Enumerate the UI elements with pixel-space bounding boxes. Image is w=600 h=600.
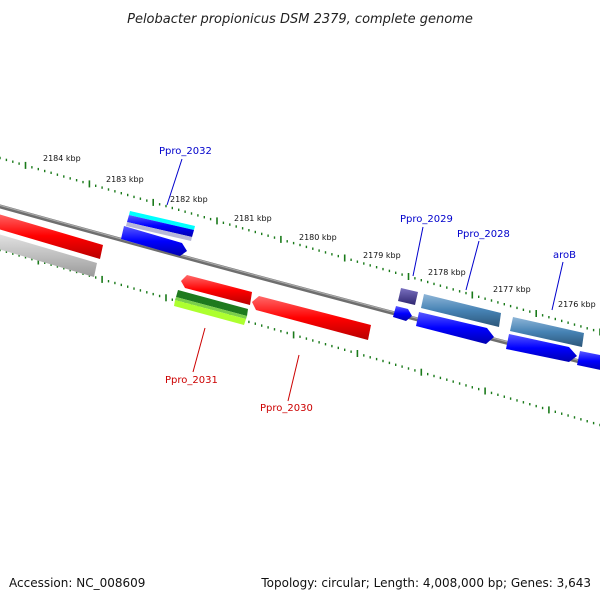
gene-label-ppro-2030[interactable]: Ppro_2030 <box>260 403 313 414</box>
tick-label-2182: 2182 kbp <box>170 195 208 204</box>
tick-label-2180: 2180 kbp <box>299 233 337 242</box>
gene-blue-right-edge[interactable] <box>577 351 600 371</box>
gene-label-arob[interactable]: aroB <box>553 250 576 261</box>
outer-tick-track <box>0 156 600 336</box>
tick-label-2176: 2176 kbp <box>558 300 596 309</box>
gene-steel-arob[interactable] <box>510 317 584 347</box>
gene-label-ppro-2032[interactable]: Ppro_2032 <box>159 146 212 157</box>
leader-ppro-2031 <box>192 327 206 373</box>
gene-blue-arrow-ppro-2032[interactable] <box>121 226 187 256</box>
tick-label-2177: 2177 kbp <box>493 285 531 294</box>
leader-ppro-2029 <box>412 226 424 277</box>
gene-red-ppro-2031[interactable] <box>181 275 252 305</box>
gene-label-ppro-2031[interactable]: Ppro_2031 <box>165 375 218 386</box>
leader-arob <box>551 261 564 311</box>
accession-text: Accession: NC_008609 <box>9 576 145 590</box>
gene-red-ppro-2030[interactable] <box>252 296 371 340</box>
tick-label-2184: 2184 kbp <box>43 154 81 163</box>
tick-label-2183: 2183 kbp <box>106 175 144 184</box>
gene-green-ppro-2031[interactable] <box>176 290 248 316</box>
leader-ppro-2030 <box>287 354 300 402</box>
gene-slate-ppro-2029[interactable] <box>398 288 418 305</box>
tick-labels: 2184 kbp 2183 kbp 2182 kbp 2181 kbp 2180… <box>43 154 596 309</box>
gene-label-ppro-2028[interactable]: Ppro_2028 <box>457 229 510 240</box>
gene-steel-ppro-2028[interactable] <box>421 294 501 327</box>
gene-red-left[interactable] <box>0 213 103 259</box>
gene-blue-ppro-2029[interactable] <box>393 306 412 321</box>
gene-cyan-ppro-2032[interactable] <box>129 211 195 230</box>
gene-blue-arob[interactable] <box>506 334 577 362</box>
tick-label-2178: 2178 kbp <box>428 268 466 277</box>
leader-ppro-2032 <box>166 158 183 206</box>
genome-title: Pelobacter propionicus DSM 2379, complet… <box>127 12 473 27</box>
tick-label-2179: 2179 kbp <box>363 251 401 260</box>
gene-label-ppro-2029[interactable]: Ppro_2029 <box>400 214 453 225</box>
gene-blue-ppro-2028[interactable] <box>416 312 494 344</box>
gene-lightgreen-ppro-2031[interactable] <box>175 297 247 319</box>
genome-summary-text: Topology: circular; Length: 4,008,000 bp… <box>260 576 591 590</box>
gene-blue-ppro-2032[interactable] <box>127 215 194 237</box>
gene-grey-left[interactable] <box>0 233 97 277</box>
gene-lime-ppro-2031[interactable] <box>174 300 246 325</box>
leader-ppro-2028 <box>465 240 480 291</box>
gene-steel-ppro-2032[interactable] <box>126 222 192 241</box>
tick-label-2181: 2181 kbp <box>234 214 272 223</box>
